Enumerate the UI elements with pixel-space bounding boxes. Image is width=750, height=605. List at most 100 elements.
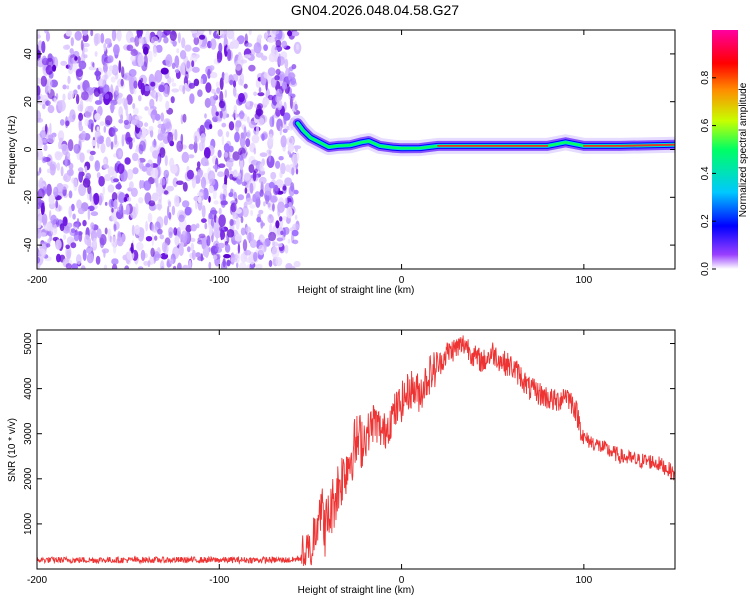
noise-speckle — [151, 206, 156, 211]
noise-speckle — [50, 214, 57, 225]
noise-speckle — [104, 173, 111, 182]
noise-speckle — [89, 154, 94, 162]
noise-speckle — [191, 249, 196, 261]
noise-speckle — [103, 43, 106, 48]
noise-speckle — [163, 215, 168, 226]
noise-speckle — [275, 160, 281, 169]
noise-speckle — [195, 223, 200, 229]
noise-speckle — [226, 30, 235, 40]
noise-speckle — [253, 147, 257, 155]
noise-speckle — [275, 88, 283, 97]
noise-speckle — [209, 96, 216, 107]
noise-speckle — [127, 196, 132, 202]
noise-speckle — [62, 93, 66, 101]
noise-speckle — [138, 95, 142, 102]
noise-speckle — [197, 89, 203, 97]
noise-speckle — [206, 235, 211, 247]
noise-speckle — [96, 126, 100, 131]
noise-speckle — [222, 258, 226, 268]
noise-speckle — [207, 217, 211, 229]
noise-speckle — [188, 259, 192, 269]
noise-speckle — [113, 199, 118, 210]
noise-speckle — [190, 224, 197, 232]
noise-speckle — [171, 205, 176, 216]
noise-speckle — [37, 197, 42, 210]
noise-speckle — [141, 131, 147, 136]
snr-panel: -200 -100 0 100 1000 2000 3000 4000 5000 Height … — [7, 329, 676, 596]
snr-y-tick-label: 3000 — [23, 422, 34, 445]
noise-speckle — [95, 255, 101, 265]
noise-speckle — [53, 97, 57, 103]
noise-speckle — [111, 258, 119, 265]
noise-speckle — [186, 60, 191, 69]
noise-speckle — [58, 137, 64, 143]
noise-speckle — [238, 262, 247, 269]
noise-speckle — [159, 177, 166, 186]
noise-speckle — [148, 50, 153, 63]
noise-speckle — [105, 115, 113, 126]
noise-speckle — [250, 209, 254, 216]
noise-speckle — [148, 125, 154, 131]
noise-speckle — [90, 30, 94, 37]
noise-speckle — [70, 242, 77, 249]
noise-speckle — [60, 166, 64, 177]
noise-speckle — [184, 71, 189, 81]
noise-speckle — [208, 185, 214, 194]
noise-speckle — [200, 78, 204, 85]
noise-speckle — [218, 42, 223, 53]
noise-speckle — [112, 125, 117, 137]
noise-speckle — [46, 183, 52, 197]
noise-speckle — [57, 152, 64, 158]
noise-speckle — [230, 202, 237, 213]
snr-y-tick-label: 2000 — [23, 467, 34, 490]
noise-speckle — [148, 200, 156, 207]
noise-speckle — [294, 145, 299, 153]
snr-x-tick-label: 100 — [576, 575, 593, 586]
noise-speckle — [63, 234, 67, 240]
noise-speckle — [217, 30, 223, 37]
noise-speckle — [260, 220, 264, 229]
noise-speckle — [124, 265, 130, 269]
noise-speckle — [55, 200, 59, 209]
noise-speckle — [217, 149, 222, 158]
noise-speckle — [279, 125, 282, 136]
noise-speckle — [177, 226, 181, 239]
noise-speckle — [196, 161, 201, 168]
noise-speckle — [133, 80, 138, 89]
noise-speckle — [221, 184, 228, 190]
noise-speckle — [147, 212, 153, 223]
noise-speckle — [58, 140, 62, 150]
noise-speckle — [152, 46, 158, 58]
noise-speckle — [87, 208, 91, 221]
noise-speckle — [232, 209, 237, 221]
noise-speckle — [277, 56, 285, 66]
noise-speckle — [143, 260, 149, 266]
noise-speckle — [82, 249, 87, 261]
noise-speckle — [186, 169, 194, 180]
noise-speckle — [124, 157, 131, 165]
noise-speckle — [152, 112, 155, 124]
noise-speckle — [232, 169, 238, 178]
noise-speckle — [100, 33, 105, 44]
noise-speckle — [48, 134, 54, 140]
noise-speckle — [246, 130, 251, 139]
noise-speckle — [201, 205, 206, 218]
noise-speckle — [132, 152, 139, 162]
noise-speckle — [275, 257, 283, 267]
noise-speckle — [37, 171, 40, 176]
noise-speckle — [45, 100, 51, 106]
noise-speckle — [93, 87, 101, 98]
noise-speckle — [233, 191, 237, 200]
noise-speckle — [145, 163, 151, 168]
noise-speckle — [203, 147, 211, 159]
noise-speckle — [224, 243, 231, 253]
noise-speckle — [216, 87, 221, 94]
noise-speckle — [151, 140, 158, 148]
noise-speckle — [136, 120, 144, 128]
noise-speckle — [182, 85, 186, 95]
snr-x-tick-label: -100 — [209, 575, 229, 586]
noise-speckle — [138, 162, 144, 169]
noise-speckle — [240, 252, 248, 263]
